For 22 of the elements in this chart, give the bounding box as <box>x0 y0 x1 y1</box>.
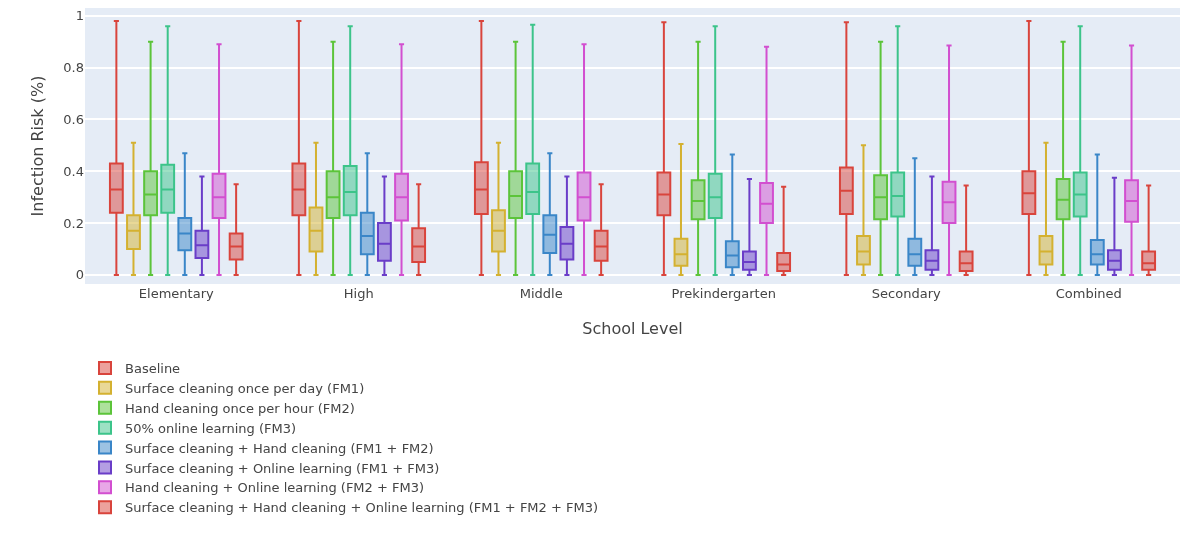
x-tick-label: Elementary <box>138 286 214 301</box>
y-tick-label: 1 <box>75 8 84 24</box>
y-tick-label: 0 <box>75 267 84 283</box>
y-axis-title: Infection Risk (%) <box>28 75 48 217</box>
x-tick-label: Middle <box>519 286 563 301</box>
legend-label: Hand cleaning + Online learning (FM2 + FM3) <box>125 480 425 496</box>
x-tick-label: Secondary <box>871 286 941 301</box>
legend-label: Hand cleaning once per hour (FM2) <box>125 400 355 416</box>
legend-label: 50% online learning (FM3) <box>125 420 297 436</box>
legend-label: Baseline <box>125 361 181 377</box>
legend-label: Surface cleaning + Online learning (FM1 + FM3) <box>125 460 440 476</box>
x-tick-label: Combined <box>1055 286 1122 301</box>
y-tick-label: 0.4 <box>63 163 84 179</box>
x-tick-label: High <box>343 286 374 301</box>
y-tick-label: 0.8 <box>63 60 84 76</box>
legend-label: Surface cleaning + Hand cleaning + Online learning (FM1 + FM2 + FM3) <box>125 500 599 516</box>
y-tick-label: 0.6 <box>63 111 84 127</box>
legend-label: Surface cleaning + Hand cleaning (FM1 + FM2) <box>125 440 434 456</box>
y-tick-label: 0.2 <box>63 215 84 231</box>
x-axis-title: School Level <box>582 318 683 338</box>
legend-label: Surface cleaning once per day (FM1) <box>125 380 365 396</box>
x-tick-label: Prekindergarten <box>671 286 776 301</box>
